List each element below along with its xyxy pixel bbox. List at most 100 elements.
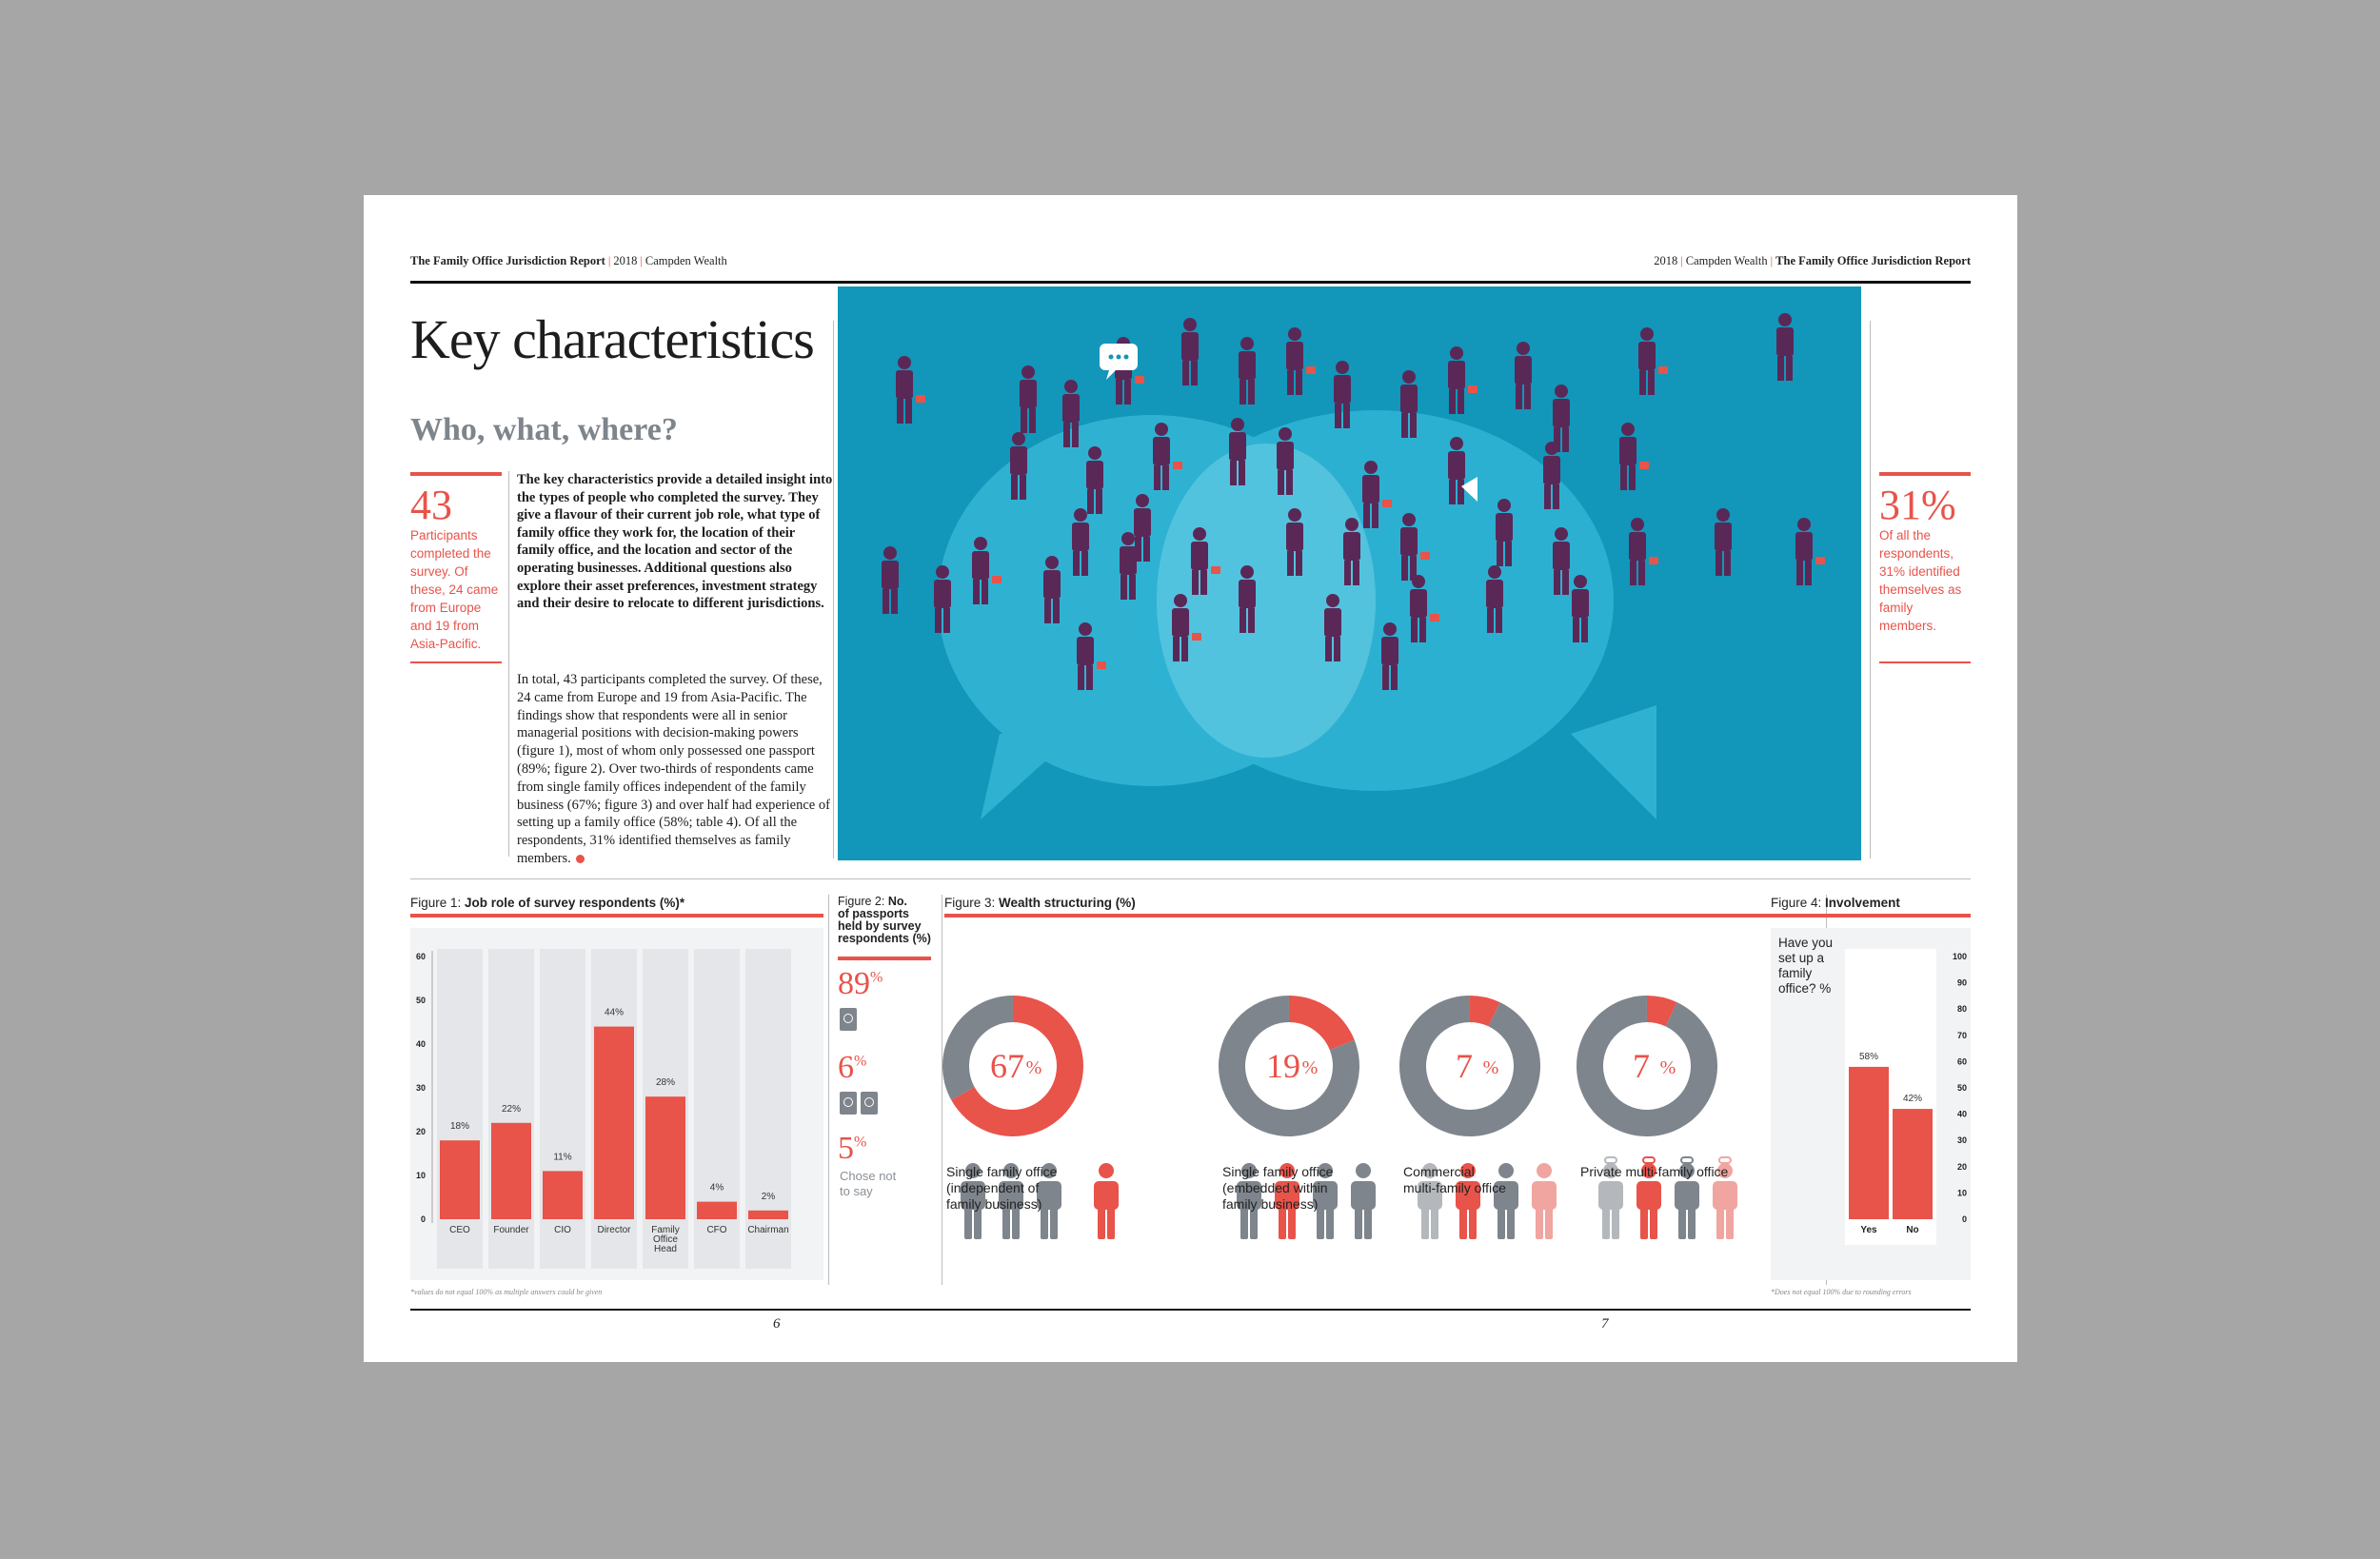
figure1-category-label: Family (651, 1225, 679, 1235)
figure3-slice-name: Private multi-family office (1580, 1164, 1729, 1179)
figure1-bar (543, 1171, 583, 1219)
person-icon (1094, 1163, 1119, 1239)
figure3-slice (951, 996, 1083, 1136)
figure1-ytick: 40 (416, 1039, 426, 1049)
figure1-column (745, 949, 791, 1269)
footer-rule (410, 1309, 1971, 1311)
figure2-value: 6% (838, 1050, 867, 1085)
column-divider-2 (833, 321, 834, 858)
person-icon (1494, 1163, 1518, 1239)
figure2-value: 5% (838, 1131, 867, 1166)
figure1-ytick: 30 (416, 1083, 426, 1093)
fig2-divider (828, 895, 829, 1285)
figure1-value-label: 2% (762, 1192, 776, 1202)
figure1-ytick: 50 (416, 996, 426, 1005)
person-icon (1598, 1156, 1623, 1239)
figure3-unit: % (1026, 1057, 1042, 1078)
person-icon (1675, 1156, 1699, 1239)
page-number-left: 6 (773, 1316, 781, 1332)
running-head-left: The Family Office Jurisdiction Report | 20… (410, 254, 727, 267)
person-icon (1713, 1156, 1737, 1239)
figure4-value-label: 58% (1859, 1052, 1878, 1062)
figure4-ytick: 40 (1957, 1110, 1967, 1119)
figure4-ytick: 70 (1957, 1031, 1967, 1040)
figure3-slice-name: (independent of (946, 1180, 1040, 1195)
figure1-svg: 0 10 20 30 40 50 60 18% CEO 22% Founder 11% CIO 44% Di… (416, 949, 791, 1269)
figure4-svg: 0 10 20 30 40 50 60 70 80 90 100 58% Yes 42% No (1845, 949, 1967, 1245)
person-icon (999, 1163, 1023, 1239)
figure2-title: Figure 2: No. of passports held by survey r… (838, 895, 931, 945)
figure1-bar (440, 1140, 480, 1219)
figure3-title: Figure 3: Wealth structuring (%) (944, 896, 1136, 910)
figure1-ytick: 20 (416, 1127, 426, 1136)
figure3-slice-name: family business) (946, 1196, 1042, 1212)
figure3-value-label: 67 (990, 1047, 1024, 1085)
figure4-rule (1771, 914, 1971, 918)
figure3-slice-name: (embedded within (1222, 1180, 1328, 1195)
figure1-column (694, 949, 740, 1269)
figure1-value-label: 11% (553, 1152, 571, 1162)
figure1-category-label: CEO (449, 1225, 470, 1235)
stat-right-rule-bottom (1879, 661, 1971, 663)
stat-right-rule (1879, 472, 1971, 476)
figure3-rest (1219, 996, 1359, 1136)
section-rule (410, 878, 1971, 879)
figure4-chart: 0 10 20 30 40 50 60 70 80 90 100 58% Yes 42% No (1771, 928, 1971, 1280)
figure4-bar (1893, 1109, 1933, 1219)
figure1-category-label: CIO (554, 1225, 571, 1235)
figure3-value-label: 19 (1266, 1047, 1300, 1085)
figure3-rest (1399, 996, 1540, 1136)
figure4-title-text: Figure 4: Involvement (1771, 896, 1900, 910)
figure3-svg: 67% 19% 7% 7% (942, 996, 1737, 1239)
figure4-footnote: *Does not equal 100% due to rounding err… (1771, 1288, 1912, 1296)
person-icon (1532, 1163, 1557, 1239)
figure1-value-label: 22% (502, 1104, 521, 1115)
figure4-ytick: 80 (1957, 1004, 1967, 1014)
figure1-rule (410, 914, 823, 918)
figure3-value-label: 7 (1456, 1047, 1473, 1085)
figure1-bar (645, 1096, 685, 1219)
person-icon (1418, 1163, 1442, 1239)
person-icon (961, 1163, 985, 1239)
business-people-illustration (882, 313, 1825, 819)
header-rule (410, 281, 1971, 284)
passport-icon (840, 1008, 857, 1031)
end-mark (575, 855, 585, 864)
figure3-value-label: 7 (1633, 1047, 1650, 1085)
passport-icon (840, 1092, 857, 1115)
figure2-rule (838, 957, 931, 960)
figure1-bar (697, 1201, 737, 1219)
figure1-column (540, 949, 585, 1269)
person-icon (1275, 1163, 1299, 1239)
figure3-slice-name: Commercial (1403, 1164, 1475, 1179)
stat-left-text: Participants completed the survey. Of th… (410, 528, 499, 651)
figure1-category-label: Office (653, 1234, 678, 1245)
figure3-unit: % (1483, 1057, 1499, 1078)
figure2-value: 89% (838, 966, 883, 1001)
figure3-slice (1647, 996, 1677, 1027)
figure1-ytick: 60 (416, 952, 426, 961)
page-title: Key characteristics (410, 308, 815, 370)
stat-right-text: Of all the respondents, 31% identified t… (1879, 528, 1962, 633)
figure1-bar (594, 1026, 634, 1219)
figure1-chart: 0 10 20 30 40 50 60 18% CEO 22% Founder 11% CIO 44% Di… (410, 928, 823, 1280)
figure4-ytick: 30 (1957, 1135, 1967, 1145)
figure1-value-label: 4% (710, 1183, 724, 1194)
figure3-slice-name: Single family office (946, 1164, 1058, 1179)
report-spread: The Family Office Jurisdiction Report | 20… (364, 195, 2017, 1362)
figure3-rest (942, 996, 1013, 1100)
figure3-slice-name: multi-family office (1403, 1180, 1506, 1195)
passport-icon (861, 1092, 878, 1115)
person-icon (1313, 1163, 1338, 1239)
figure1-category-label: Chairman (747, 1225, 788, 1235)
figure1-category-label: Head (654, 1244, 677, 1254)
figure1-value-label: 28% (656, 1077, 675, 1088)
figure4-category-label: No (1906, 1225, 1918, 1235)
column-divider-3 (1870, 321, 1871, 858)
figure3-unit: % (1660, 1057, 1676, 1078)
person-icon (1037, 1163, 1061, 1239)
figure3-rest (1577, 996, 1718, 1136)
person-icon (1351, 1163, 1376, 1239)
figure1-footnote: *values do not equal 100% as multiple an… (410, 1288, 603, 1296)
person-icon (1456, 1163, 1480, 1239)
